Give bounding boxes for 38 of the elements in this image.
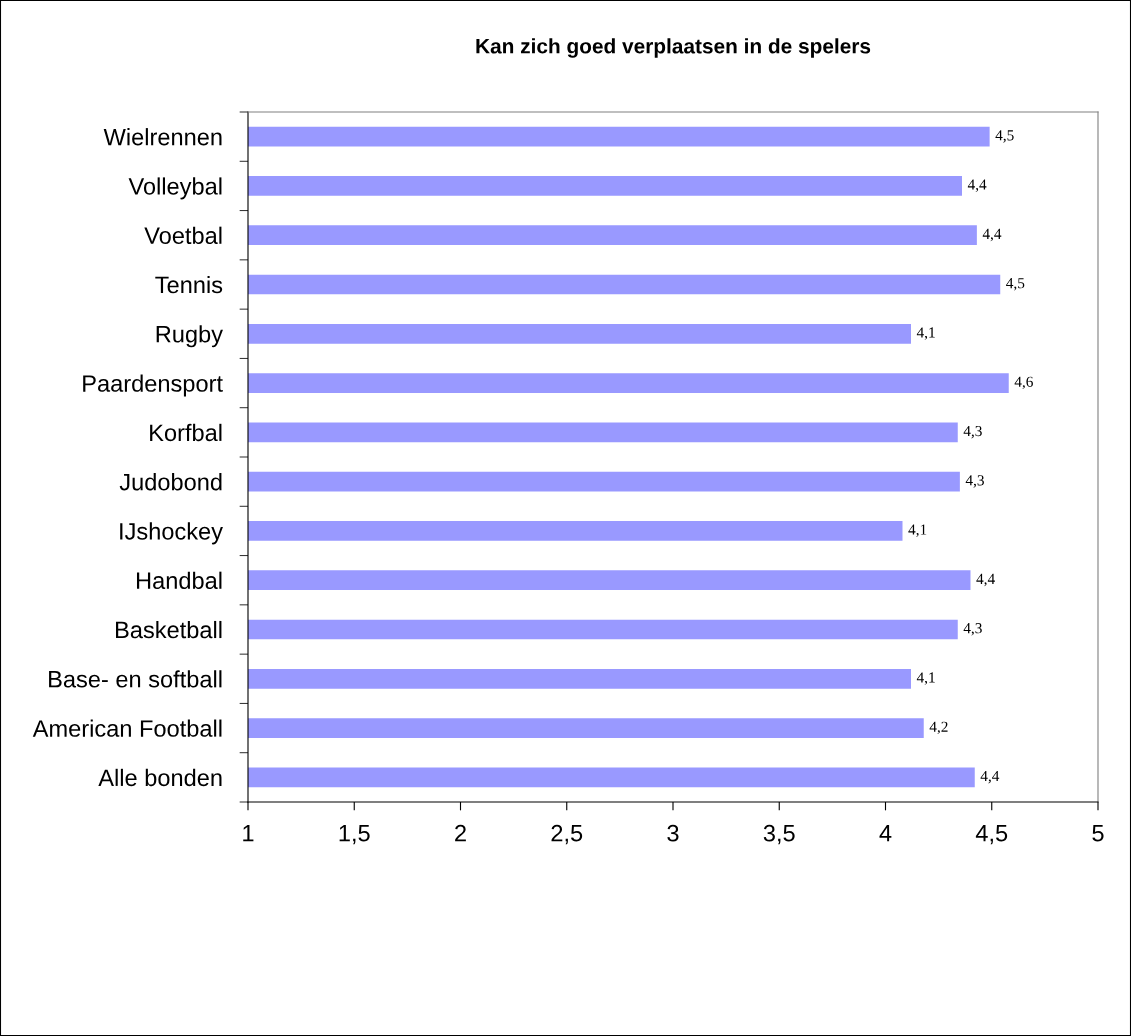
data-label: 4,1 — [916, 327, 935, 340]
chart-title: Kan zich goed verplaatsen in de spelers — [476, 38, 871, 58]
y-tick-label: Korfbal — [150, 423, 222, 442]
y-tick-label: Paardensport — [83, 374, 223, 397]
x-tick-label: 2,5 — [551, 824, 583, 845]
y-tick-label: Rugby — [156, 325, 223, 348]
x-tick-label: 1 — [243, 825, 254, 842]
data-label: 4,4 — [976, 573, 995, 587]
y-tick-label: Wielrennen — [103, 128, 222, 146]
data-label: 4,3 — [963, 623, 982, 636]
y-tick-label: Base- en softball — [49, 670, 222, 688]
x-tick-label: 2 — [455, 824, 466, 842]
data-label: 4,4 — [980, 770, 1000, 784]
x-tick-label: 3,5 — [763, 824, 795, 845]
data-label: 4,5 — [1006, 278, 1025, 291]
data-label: 4,4 — [967, 179, 987, 192]
data-label: 4,3 — [965, 475, 984, 488]
y-tick-label: IJshockey — [120, 522, 223, 545]
y-tick-label: Judobond — [119, 473, 222, 491]
x-tick-label: 1,5 — [339, 825, 370, 845]
data-label: 4,1 — [908, 524, 927, 537]
x-tick-label: 4,5 — [975, 825, 1008, 845]
y-tick-label: Tennis — [155, 275, 223, 294]
data-label: 4,5 — [995, 130, 1014, 143]
y-tick-label: Volleybal — [128, 177, 222, 200]
data-label: 4,6 — [1014, 376, 1033, 390]
data-label: 4,3 — [963, 425, 982, 439]
y-tick-label: Alle bonden — [98, 768, 222, 787]
x-tick-label: 3 — [667, 824, 679, 842]
x-tick-label: 4 — [879, 825, 892, 842]
y-tick-label: American Football — [32, 719, 222, 737]
y-tick-label: Basketball — [116, 620, 222, 639]
data-label: 4,1 — [916, 672, 935, 685]
data-label: 4,4 — [982, 228, 1002, 242]
x-tick-label: 5 — [1092, 825, 1104, 842]
data-label: 4,2 — [929, 721, 948, 735]
y-tick-label: Voetbal — [144, 226, 222, 244]
y-tick-label: Handbal — [136, 571, 222, 589]
